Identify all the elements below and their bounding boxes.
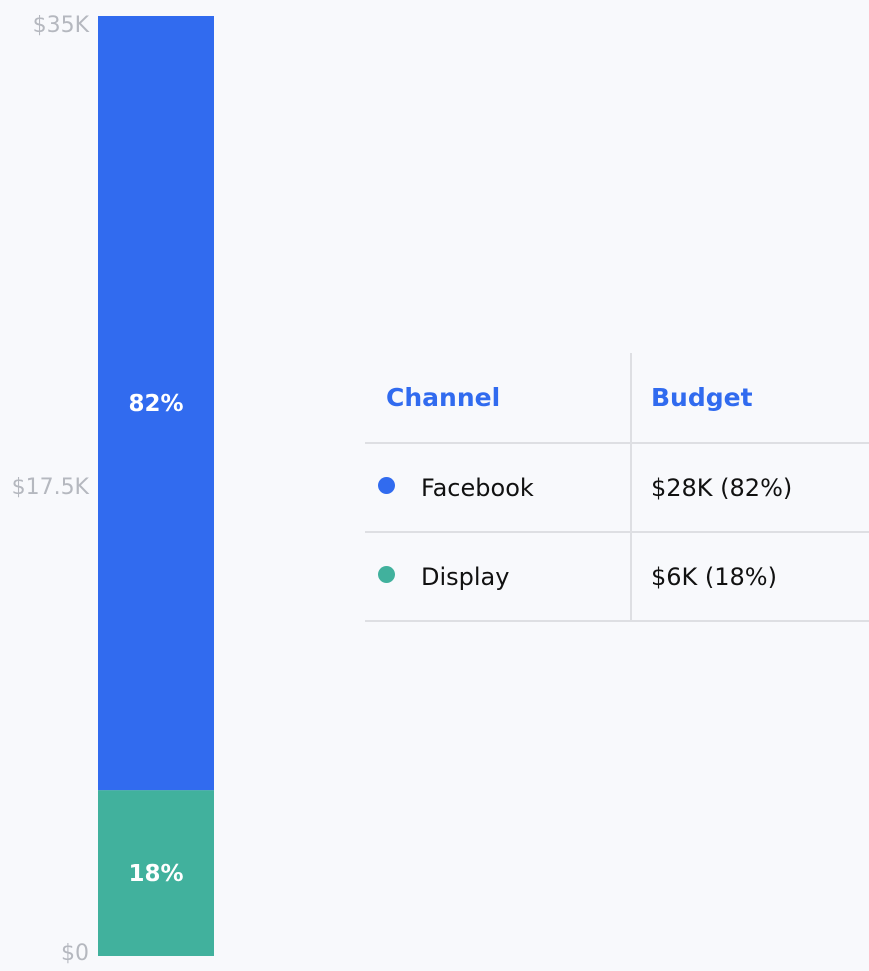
channel-cell: Facebook — [365, 443, 632, 533]
channel-name: Display — [421, 563, 510, 591]
y-axis: $0 $17.5K $35K — [12, 13, 90, 966]
channel-name: Facebook — [421, 474, 534, 502]
display-color-dot-icon — [378, 565, 395, 583]
bar-segment-label: 82% — [128, 391, 183, 417]
bar-segment-label: 18% — [128, 861, 183, 887]
budget-header[interactable]: Budget — [631, 353, 869, 444]
budget-table: Channel Budget Facebook $28K (82%) Displ… — [365, 353, 869, 622]
y-tick-label: $17.5K — [12, 475, 90, 500]
channel-header[interactable]: Channel — [365, 353, 632, 444]
y-tick-label: $35K — [33, 13, 90, 38]
facebook-color-dot-icon — [378, 476, 395, 494]
table-row-display[interactable]: Display $6K (18%) — [365, 532, 869, 622]
budget-cell: $6K (18%) — [631, 532, 869, 622]
stacked-bar: 18% 82% — [98, 16, 214, 956]
budget-cell: $28K (82%) — [631, 443, 869, 533]
bar-segment-facebook[interactable] — [98, 16, 214, 791]
table-row-facebook[interactable]: Facebook $28K (82%) — [365, 443, 869, 533]
channel-cell: Display — [365, 532, 632, 622]
bar-segment-display[interactable] — [98, 790, 214, 956]
table-header-row: Channel Budget — [365, 353, 869, 444]
y-tick-label: $0 — [61, 941, 89, 966]
